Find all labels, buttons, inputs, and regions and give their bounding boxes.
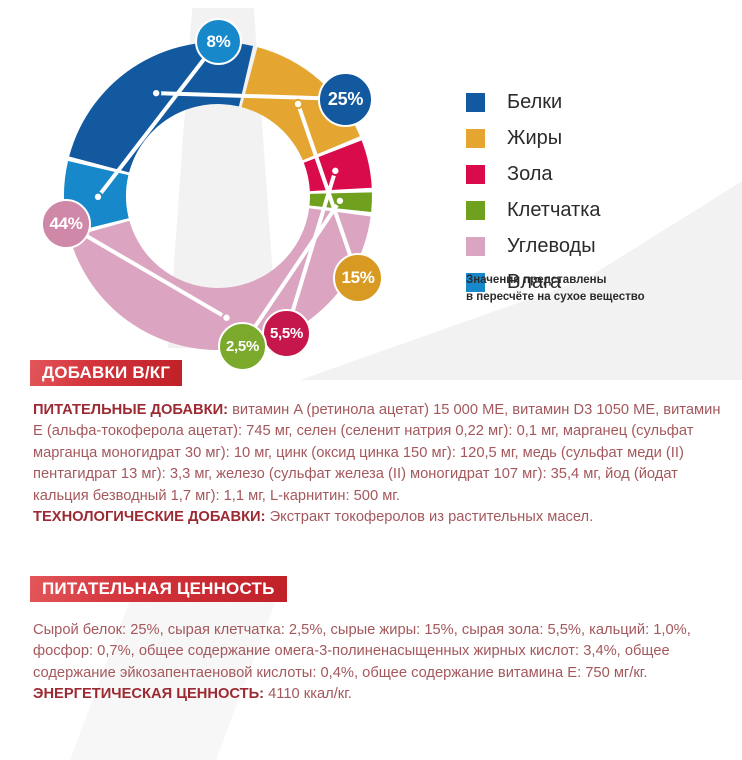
energy-lead: ЭНЕРГЕТИЧЕСКАЯ ЦЕННОСТЬ: <box>33 686 265 703</box>
legend-swatch-moisture <box>466 272 485 292</box>
legend-label-moisture: Влага <box>507 271 562 293</box>
additives-body-2: Экстракт токоферолов из растительных мас… <box>265 509 594 526</box>
donut-leader-line-углеводы <box>64 222 229 320</box>
donut-leader-line-зола <box>284 168 338 335</box>
additives-lead-2: ТЕХНОЛОГИЧЕСКИЕ ДОБАВКИ: <box>33 509 266 526</box>
donut-leader-dot-зола <box>330 165 341 177</box>
legend-note: Значения представлены в пересчёте на сух… <box>466 272 726 305</box>
nutritional-paragraph: Сырой белок: 25%, сырая клетчатка: 2,5%,… <box>33 620 721 684</box>
legend-label-carbs: Углеводы <box>507 235 596 257</box>
legend-label-fat: Жиры <box>507 127 563 149</box>
section-text-additives: ПИТАТЕЛЬНЫЕ ДОБАВКИ: витамин A (ретинола… <box>33 400 721 528</box>
donut-label-ash: 5,5% <box>262 309 311 358</box>
tech-additives-paragraph: ТЕХНОЛОГИЧЕСКИЕ ДОБАВКИ: Экстракт токофе… <box>33 507 721 528</box>
section-banner-nutritional-value-label: ПИТАТЕЛЬНАЯ ЦЕННОСТЬ <box>42 579 275 598</box>
legend-item-fat[interactable]: Жиры <box>466 120 716 156</box>
donut-leader-dot-влага <box>92 191 104 203</box>
section-text-nutritional-value: Сырой белок: 25%, сырая клетчатка: 2,5%,… <box>33 620 721 706</box>
donut-segment-углеводы[interactable] <box>69 208 371 351</box>
donut-label-carbs: 44% <box>41 199 91 249</box>
donut-label-protein: 25% <box>318 72 373 127</box>
legend-swatch-carbs <box>466 236 485 256</box>
legend-label-fiber: Клетчатка <box>507 199 601 221</box>
section-banner-additives-label: ДОБАВКИ В/КГ <box>42 363 171 382</box>
donut-leader-line-клетчатка <box>240 198 342 348</box>
legend-swatch-fiber <box>466 200 485 220</box>
chart-legend: Белки Жиры Зола Клетчатка Углеводы Влага <box>466 84 716 300</box>
legend-item-protein[interactable]: Белки <box>466 84 716 120</box>
nutritional-body-1: Сырой белок: 25%, сырая клетчатка: 2,5%,… <box>33 622 691 681</box>
donut-leader-dot-жиры <box>292 98 304 110</box>
section-banner-additives: ДОБАВКИ В/КГ <box>30 360 183 386</box>
legend-swatch-protein <box>466 92 485 112</box>
donut-segment-зола[interactable] <box>303 140 372 192</box>
legend-item-fiber[interactable]: Клетчатка <box>466 192 716 228</box>
legend-label-ash: Зола <box>507 163 553 185</box>
legend-swatch-fat <box>466 128 485 148</box>
legend-item-ash[interactable]: Зола <box>466 156 716 192</box>
donut-segment-белки[interactable] <box>69 42 254 173</box>
additives-paragraph: ПИТАТЕЛЬНЫЕ ДОБАВКИ: витамин A (ретинола… <box>33 400 721 507</box>
energy-body: 4110 ккал/кг. <box>264 686 352 703</box>
donut-leader-dot-углеводы <box>221 312 232 323</box>
legend-item-carbs[interactable]: Углеводы <box>466 228 716 264</box>
legend-note-line-1: Значения представлены <box>466 274 607 286</box>
additives-lead-1: ПИТАТЕЛЬНЫЕ ДОБАВКИ: <box>33 402 229 418</box>
additives-body-1: витамин A (ретинола ацетат) 15 000 МЕ, в… <box>33 402 721 504</box>
donut-chart: 8% 25% 15% 5,5% 2,5% 44% <box>0 0 460 372</box>
donut-leader-line-белки <box>154 91 347 101</box>
donut-leader-dot-клетчатка <box>334 195 346 207</box>
donut-leader-dot-белки <box>150 87 162 99</box>
donut-label-fat: 15% <box>333 253 383 303</box>
section-banner-nutritional-value: ПИТАТЕЛЬНАЯ ЦЕННОСТЬ <box>30 576 287 602</box>
legend-swatch-ash <box>466 164 485 184</box>
donut-label-moisture: 8% <box>195 18 242 65</box>
legend-note-line-2: в пересчёте на сухое вещество <box>466 290 645 303</box>
legend-label-protein: Белки <box>507 91 563 113</box>
energy-paragraph: ЭНЕРГЕТИЧЕСКАЯ ЦЕННОСТЬ: 4110 ккал/кг. <box>33 684 721 705</box>
donut-leader-line-влага <box>96 39 220 199</box>
donut-label-fiber: 2,5% <box>218 322 267 371</box>
legend-item-moisture[interactable]: Влага <box>466 264 716 300</box>
